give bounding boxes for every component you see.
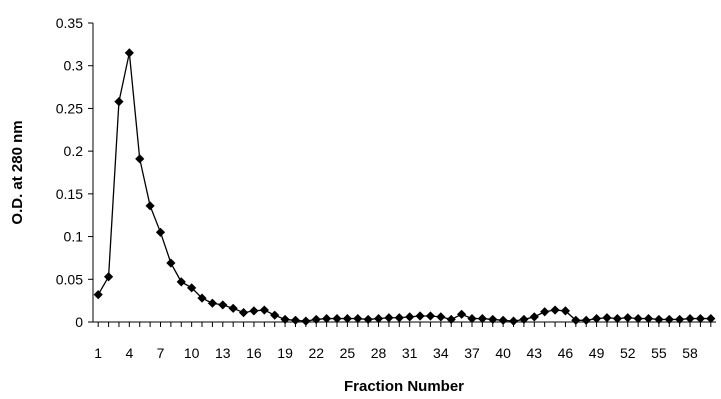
- y-tick-label: 0.25: [56, 100, 83, 116]
- data-point: [591, 313, 602, 324]
- x-tick-label: 28: [371, 345, 387, 361]
- data-point: [415, 311, 425, 321]
- data-point: [529, 312, 539, 322]
- data-point: [488, 314, 498, 325]
- data-point: [581, 315, 591, 325]
- data-point: [176, 277, 186, 287]
- data-point: [695, 313, 706, 324]
- data-point: [114, 96, 124, 107]
- x-tick-label: 49: [589, 345, 605, 361]
- x-tick-label: 19: [277, 345, 293, 361]
- data-point: [477, 313, 487, 324]
- x-tick-label: 40: [495, 345, 511, 361]
- data-point: [373, 313, 384, 324]
- x-tick-label: 43: [527, 345, 543, 361]
- data-point: [238, 308, 249, 318]
- data-point: [301, 316, 311, 326]
- x-axis-title: Fraction Number: [344, 378, 464, 395]
- data-point: [384, 313, 394, 323]
- data-point: [654, 314, 664, 325]
- data-point: [540, 307, 550, 317]
- data-point: [633, 313, 643, 324]
- x-tick-label: 22: [308, 345, 324, 361]
- data-point: [311, 314, 321, 325]
- data-point: [280, 314, 290, 325]
- x-tick-label: 55: [651, 345, 667, 361]
- data-point: [207, 298, 218, 308]
- x-tick-label: 25: [340, 345, 356, 361]
- x-tick-label: 4: [125, 345, 133, 361]
- data-point: [446, 314, 456, 325]
- data-point: [342, 313, 352, 324]
- data-point: [519, 314, 529, 325]
- y-tick-label: 0.2: [64, 143, 84, 159]
- data-point: [436, 312, 446, 322]
- x-tick-label: 10: [184, 345, 200, 361]
- data-point: [425, 311, 436, 321]
- data-point: [675, 314, 685, 325]
- y-tick-label: 0.15: [56, 186, 83, 202]
- y-tick-label: 0: [75, 314, 83, 330]
- data-point: [623, 313, 633, 323]
- data-point: [259, 305, 269, 315]
- data-point: [93, 290, 103, 300]
- data-point: [249, 306, 259, 316]
- data-point: [166, 258, 176, 268]
- x-tick-label: 52: [620, 345, 636, 361]
- y-tick-label: 0.1: [64, 229, 84, 245]
- data-point: [571, 315, 581, 325]
- data-point: [103, 272, 114, 282]
- data-point: [612, 313, 622, 324]
- data-point: [135, 154, 145, 164]
- x-tick-label: 13: [215, 345, 231, 361]
- data-point: [498, 315, 508, 325]
- data-point: [405, 312, 415, 322]
- x-tick-label: 37: [464, 345, 480, 361]
- series-group: [93, 48, 716, 326]
- x-axis-ticks: 1 4 7 10 13 16 19 22 25 28 31 34 37 40 43 46 49 52 55 58: [94, 322, 712, 361]
- data-point: [145, 201, 155, 211]
- data-point: [332, 313, 342, 324]
- data-point: [664, 314, 674, 325]
- data-point: [322, 313, 332, 324]
- x-tick-label: 58: [682, 345, 698, 361]
- data-point: [685, 313, 695, 324]
- data-point: [643, 313, 654, 324]
- data-point: [228, 303, 238, 313]
- data-point: [124, 48, 134, 58]
- data-point: [706, 313, 716, 324]
- data-point: [602, 313, 612, 323]
- x-tick-label: 31: [402, 345, 418, 361]
- data-point: [394, 313, 404, 323]
- data-point: [290, 315, 301, 325]
- data-point: [197, 293, 207, 303]
- data-point: [353, 313, 363, 324]
- y-tick-label: 0.35: [56, 15, 83, 31]
- data-point: [457, 309, 467, 319]
- data-point: [560, 306, 571, 316]
- x-tick-label: 46: [558, 345, 574, 361]
- x-tick-label: 1: [94, 345, 102, 361]
- data-point: [550, 305, 560, 315]
- y-tick-label: 0.3: [64, 58, 84, 74]
- data-point: [508, 316, 519, 326]
- data-point: [363, 314, 373, 325]
- data-point: [187, 283, 197, 293]
- x-tick-label: 16: [246, 345, 262, 361]
- y-axis-title: O.D. at 280 nm: [9, 120, 26, 224]
- y-axis-ticks: 0 0.05 0.1 0.15 0.2 0.25 0.3 0.35: [56, 15, 93, 330]
- data-point: [218, 300, 228, 310]
- data-point: [467, 313, 477, 324]
- x-tick-label: 34: [433, 345, 449, 361]
- y-tick-label: 0.05: [56, 271, 83, 287]
- data-point: [155, 227, 166, 237]
- series-line: [97, 52, 711, 322]
- x-tick-label: 7: [157, 345, 165, 361]
- data-point: [270, 310, 280, 320]
